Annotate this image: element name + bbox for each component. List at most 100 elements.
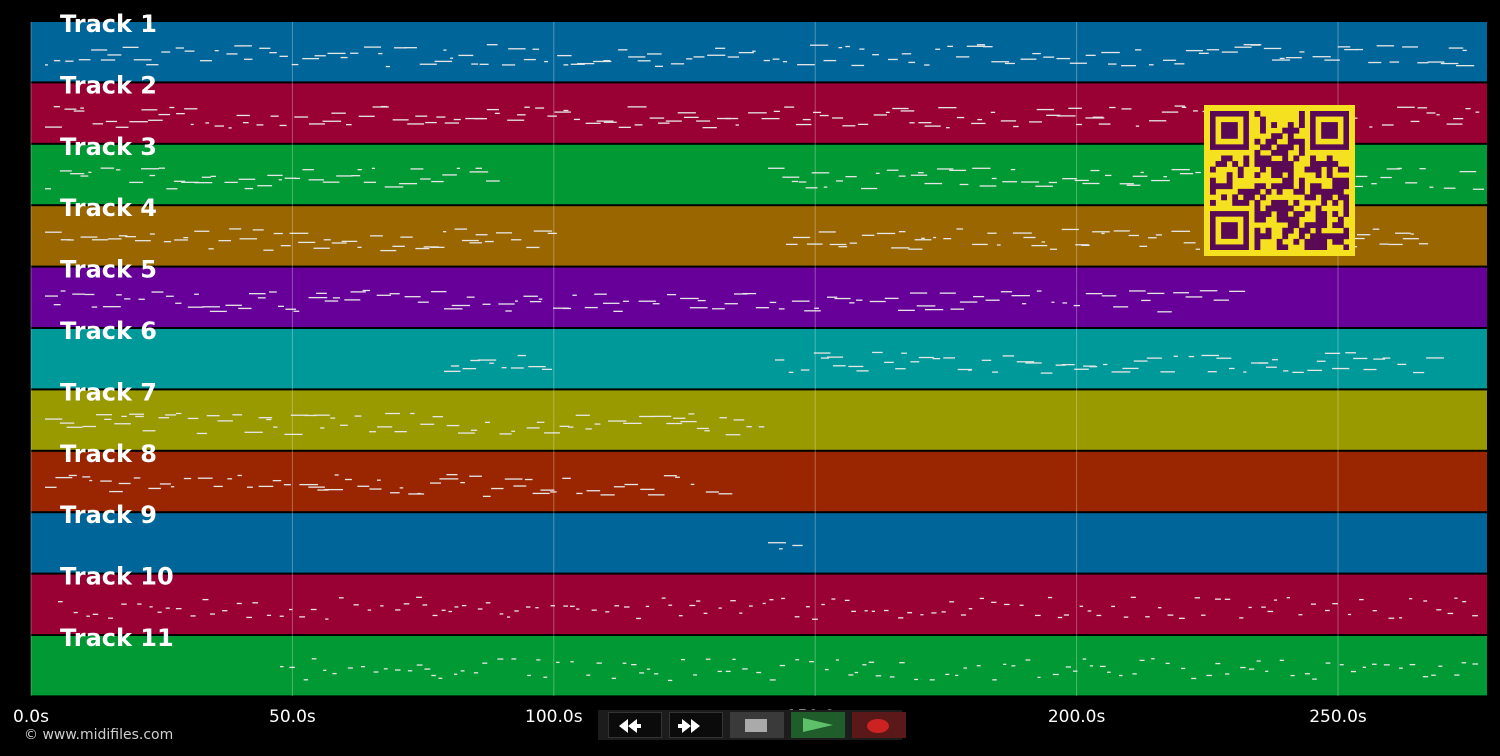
- note: [899, 662, 905, 664]
- note: [102, 306, 121, 308]
- note: [848, 674, 854, 676]
- note: [1167, 614, 1174, 616]
- track-lane[interactable]: [31, 22, 1487, 82]
- note: [1472, 188, 1485, 190]
- note: [146, 64, 159, 66]
- note: [293, 310, 300, 312]
- note: [304, 414, 317, 417]
- note: [82, 476, 91, 478]
- note: [638, 300, 656, 302]
- note: [1085, 117, 1105, 119]
- note: [289, 666, 295, 668]
- note: [89, 479, 93, 482]
- note: [725, 434, 741, 436]
- note: [273, 232, 283, 235]
- note: [1454, 674, 1460, 676]
- record-button[interactable]: [852, 712, 906, 738]
- note: [430, 482, 442, 484]
- note: [786, 243, 798, 246]
- note: [805, 187, 818, 189]
- note: [856, 370, 869, 372]
- note: [1383, 664, 1390, 666]
- note: [1298, 614, 1303, 616]
- note: [535, 607, 539, 609]
- note: [371, 167, 375, 170]
- note: [933, 236, 937, 239]
- note: [142, 430, 156, 432]
- note: [618, 126, 631, 128]
- note: [931, 612, 937, 614]
- note: [823, 59, 837, 62]
- note: [1283, 370, 1289, 372]
- note: [308, 123, 326, 125]
- note: [1035, 185, 1053, 187]
- note: [705, 491, 719, 493]
- track-lane[interactable]: [31, 636, 1487, 696]
- note: [963, 667, 967, 669]
- note: [486, 44, 498, 46]
- track-lane[interactable]: [31, 574, 1487, 634]
- note: [422, 604, 428, 606]
- note: [826, 356, 844, 358]
- note: [1431, 674, 1436, 676]
- note: [378, 52, 383, 55]
- note: [832, 365, 846, 367]
- stop-button[interactable]: [730, 712, 784, 738]
- note: [875, 675, 882, 677]
- note: [784, 106, 795, 108]
- note: [536, 659, 541, 661]
- note: [149, 606, 153, 608]
- note: [779, 664, 786, 667]
- note: [1016, 361, 1035, 363]
- note: [981, 359, 992, 361]
- note: [661, 597, 666, 599]
- note: [218, 239, 232, 242]
- note: [470, 359, 481, 362]
- note: [469, 242, 482, 244]
- note: [1178, 617, 1185, 619]
- note: [1013, 125, 1019, 128]
- track-lane[interactable]: [31, 513, 1487, 573]
- note: [1399, 617, 1403, 619]
- note: [86, 615, 90, 617]
- track-lane[interactable]: [31, 390, 1487, 450]
- track-lane[interactable]: [31, 329, 1487, 389]
- note: [392, 245, 405, 247]
- note: [53, 106, 60, 108]
- note: [673, 417, 686, 419]
- note: [238, 178, 256, 180]
- rewind-button[interactable]: [608, 712, 662, 738]
- track-lane[interactable]: [31, 267, 1487, 327]
- note: [380, 249, 397, 252]
- note: [778, 308, 785, 310]
- note: [586, 674, 591, 676]
- note: [813, 352, 831, 354]
- note: [523, 295, 538, 297]
- note: [562, 477, 571, 479]
- track-lane[interactable]: [31, 451, 1487, 512]
- note: [443, 49, 447, 51]
- note: [1426, 357, 1444, 359]
- note: [678, 615, 683, 617]
- note: [675, 476, 680, 478]
- note: [1462, 601, 1467, 603]
- note: [1286, 597, 1290, 599]
- note: [876, 232, 896, 235]
- note: [350, 52, 359, 54]
- note: [1372, 228, 1380, 230]
- note: [200, 60, 212, 62]
- note: [804, 310, 821, 312]
- note: [872, 54, 879, 56]
- fast-forward-button[interactable]: [669, 712, 723, 738]
- note: [844, 599, 850, 602]
- note: [506, 616, 511, 618]
- note: [1356, 234, 1371, 236]
- note: [821, 603, 825, 606]
- play-button[interactable]: [791, 712, 845, 738]
- note: [1029, 121, 1042, 123]
- note: [1215, 662, 1221, 665]
- note: [627, 106, 647, 108]
- note: [1004, 62, 1015, 65]
- note: [1130, 596, 1136, 598]
- note: [959, 183, 969, 186]
